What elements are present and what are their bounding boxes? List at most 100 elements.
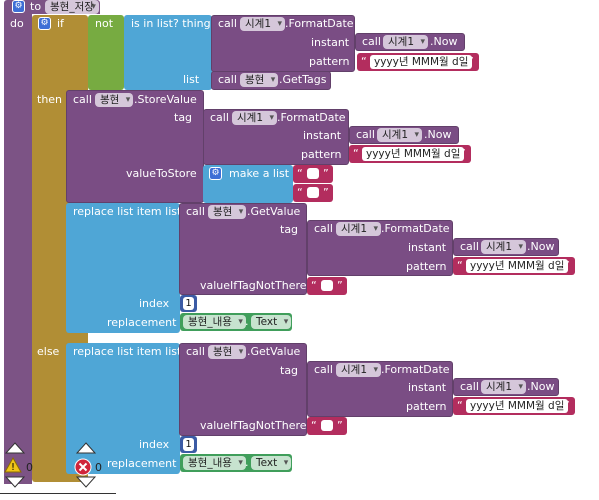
call-label: call bbox=[362, 35, 381, 48]
replace-list-item-block[interactable] bbox=[66, 203, 180, 333]
call-label: call bbox=[218, 73, 237, 86]
quote-close: ” bbox=[460, 147, 466, 160]
quote-close: ” bbox=[564, 259, 570, 272]
error-icon bbox=[74, 458, 92, 476]
dot: . bbox=[245, 456, 249, 469]
svg-text:!: ! bbox=[11, 462, 15, 473]
textbox-component-dropdown[interactable]: 봉현_내용 bbox=[183, 456, 246, 470]
format-date-label: .FormatDate bbox=[381, 363, 450, 376]
text-property-dropdown[interactable]: Text bbox=[251, 315, 292, 329]
call-label: call bbox=[210, 111, 229, 124]
format-date-label: .FormatDate bbox=[285, 17, 354, 30]
call-label: call bbox=[460, 380, 479, 393]
replace-list-item-label: replace list item list bbox=[73, 205, 182, 218]
call-label: call bbox=[218, 17, 237, 30]
empty-string-field[interactable] bbox=[307, 168, 319, 179]
quote-open: “ bbox=[297, 186, 303, 199]
clock-component-dropdown[interactable]: 시계1 bbox=[481, 380, 527, 394]
procedure-body bbox=[4, 14, 32, 484]
list-socket-label: list bbox=[183, 73, 200, 86]
clock-component-dropdown[interactable]: 시계1 bbox=[383, 35, 429, 49]
tinydb-component-dropdown[interactable]: 봉현 bbox=[208, 205, 247, 219]
gear-icon[interactable]: ⚙ bbox=[12, 0, 25, 13]
now-label: .Now bbox=[527, 380, 555, 393]
gear-icon[interactable]: ⚙ bbox=[209, 167, 222, 180]
replacement-label: replacement bbox=[107, 316, 177, 329]
error-nav-down-icon[interactable] bbox=[76, 476, 96, 488]
clock-component-dropdown[interactable]: 시계1 bbox=[232, 111, 278, 125]
instant-label: instant bbox=[311, 36, 350, 49]
procedure-to-label: to bbox=[30, 0, 42, 13]
index-label: index bbox=[139, 297, 170, 310]
quote-open: “ bbox=[457, 259, 463, 272]
index-label: index bbox=[139, 438, 170, 451]
warning-nav-down-icon[interactable] bbox=[5, 476, 25, 488]
is-in-list-label: is in list? thing bbox=[131, 17, 211, 30]
not-label: not bbox=[95, 17, 114, 30]
quote-close: ” bbox=[323, 186, 329, 199]
textbox-component-dropdown[interactable]: 봉현_내용 bbox=[183, 315, 246, 329]
empty-string-field[interactable] bbox=[321, 420, 333, 431]
value-to-store-label: valueToStore bbox=[126, 167, 197, 180]
clock-component-dropdown[interactable]: 시계1 bbox=[481, 240, 527, 254]
pattern-string-field[interactable]: yyyy년 MMM월 d일 bbox=[466, 259, 569, 273]
error-nav-up-icon[interactable] bbox=[76, 442, 96, 454]
tinydb-component-dropdown[interactable]: 봉현 bbox=[95, 93, 134, 107]
now-label: .Now bbox=[527, 240, 555, 253]
instant-label: instant bbox=[408, 381, 447, 394]
pattern-string-field[interactable]: yyyy년 MMM월 d일 bbox=[466, 399, 569, 413]
warning-count: 0 bbox=[26, 461, 33, 474]
empty-string-field[interactable] bbox=[321, 280, 333, 291]
make-a-list-label: make a list bbox=[229, 167, 290, 180]
tag-label: tag bbox=[280, 364, 299, 377]
workspace-bottom-border bbox=[0, 493, 116, 494]
call-label: call bbox=[186, 345, 205, 358]
replace-list-item-block[interactable] bbox=[66, 343, 180, 474]
quote-close: ” bbox=[323, 167, 329, 180]
value-if-tag-not-there-label: valueIfTagNotThere bbox=[200, 419, 307, 432]
error-count: 0 bbox=[95, 461, 102, 474]
procedure-do-label: do bbox=[10, 17, 24, 30]
procedure-name-field[interactable]: 봉현_저장 bbox=[45, 0, 99, 14]
clock-component-dropdown[interactable]: 시계1 bbox=[377, 128, 423, 142]
quote-close: ” bbox=[468, 55, 474, 68]
warning-icon: ! bbox=[4, 457, 22, 473]
pattern-string-field[interactable]: yyyy년 MMM월 d일 bbox=[362, 147, 465, 161]
tag-label: tag bbox=[174, 111, 193, 124]
gettags-label: .GetTags bbox=[279, 73, 327, 86]
quote-open: “ bbox=[353, 147, 359, 160]
gear-icon[interactable]: ⚙ bbox=[38, 17, 51, 30]
quote-open: “ bbox=[311, 279, 317, 292]
tinydb-component-dropdown[interactable]: 봉현 bbox=[240, 73, 279, 87]
not-block[interactable] bbox=[88, 15, 124, 90]
pattern-label: pattern bbox=[406, 400, 447, 413]
else-label: else bbox=[37, 345, 60, 358]
quote-close: ” bbox=[337, 279, 343, 292]
pattern-string-field[interactable]: yyyy년 MMM월 d일 bbox=[370, 55, 473, 69]
clock-component-dropdown[interactable]: 시계1 bbox=[336, 222, 382, 236]
empty-string-field[interactable] bbox=[307, 187, 319, 198]
tinydb-storevalue-block[interactable] bbox=[66, 90, 204, 203]
now-label: .Now bbox=[424, 128, 452, 141]
quote-open: “ bbox=[457, 399, 463, 412]
quote-open: “ bbox=[311, 419, 317, 432]
replacement-label: replacement bbox=[107, 457, 177, 470]
clock-component-dropdown[interactable]: 시계1 bbox=[336, 363, 382, 377]
text-property-dropdown[interactable]: Text bbox=[251, 456, 292, 470]
index-number-field[interactable]: 1 bbox=[183, 297, 194, 310]
call-label: call bbox=[314, 363, 333, 376]
quote-close: ” bbox=[564, 399, 570, 412]
clock-component-dropdown[interactable]: 시계1 bbox=[240, 17, 286, 31]
is-in-list-block[interactable] bbox=[124, 15, 212, 90]
pattern-label: pattern bbox=[406, 260, 447, 273]
index-number-field[interactable]: 1 bbox=[183, 438, 194, 451]
instant-label: instant bbox=[303, 129, 342, 142]
storevalue-label: .StoreValue bbox=[134, 93, 197, 106]
format-date-label: .FormatDate bbox=[277, 111, 346, 124]
quote-close: ” bbox=[337, 419, 343, 432]
tinydb-component-dropdown[interactable]: 봉현 bbox=[208, 345, 247, 359]
then-label: then bbox=[37, 93, 63, 106]
call-label: call bbox=[73, 93, 92, 106]
now-label: .Now bbox=[430, 35, 458, 48]
warning-nav-up-icon[interactable] bbox=[5, 442, 25, 454]
